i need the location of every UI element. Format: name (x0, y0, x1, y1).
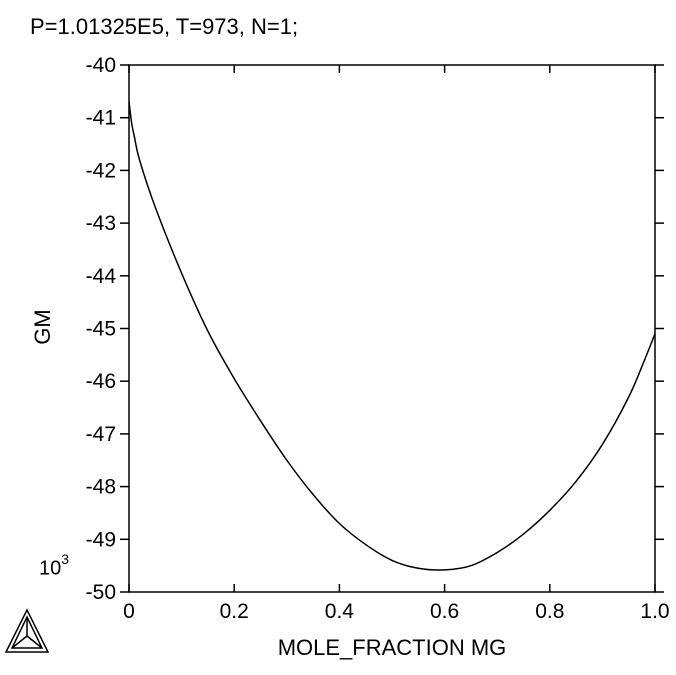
x-tick-label: 0.8 (535, 600, 564, 623)
x-tick-label: 1.0 (640, 600, 669, 623)
y-axis-multiplier: 103 (39, 551, 70, 581)
y-tick-label: -44 (86, 265, 117, 288)
multiplier-base: 10 (39, 557, 62, 580)
plot-frame (128, 64, 656, 593)
y-tick-label: -50 (86, 581, 116, 604)
y-tick-label: -49 (86, 528, 116, 551)
x-tick-label: 0.6 (430, 600, 459, 623)
y-tick-label: -47 (86, 423, 116, 446)
y-axis-ticks: -40 -41 -42 -43 -44 -45 -46 -47 -48 -49 -50 (86, 54, 664, 604)
y-tick-label: -46 (86, 370, 116, 393)
chart-title: P=1.01325E5, T=973, N=1; (30, 14, 299, 39)
y-tick-label: -45 (86, 318, 116, 341)
x-tick-label: 0 (123, 600, 135, 623)
x-tick-label: 0.2 (220, 600, 249, 623)
y-tick-label: -40 (86, 54, 116, 77)
series-line-gm (128, 101, 656, 571)
y-tick-label: -48 (86, 476, 116, 499)
y-tick-label: -43 (86, 212, 116, 235)
x-axis-label: MOLE_FRACTION MG (277, 635, 507, 660)
x-axis-ticks: 0 0.2 0.4 0.6 0.8 1.0 (123, 65, 670, 623)
y-tick-label: -41 (86, 107, 116, 130)
multiplier-exponent: 3 (61, 551, 70, 567)
x-tick-label: 0.4 (325, 600, 355, 623)
y-tick-label: -42 (86, 159, 116, 182)
y-axis-label: GM (30, 309, 55, 345)
